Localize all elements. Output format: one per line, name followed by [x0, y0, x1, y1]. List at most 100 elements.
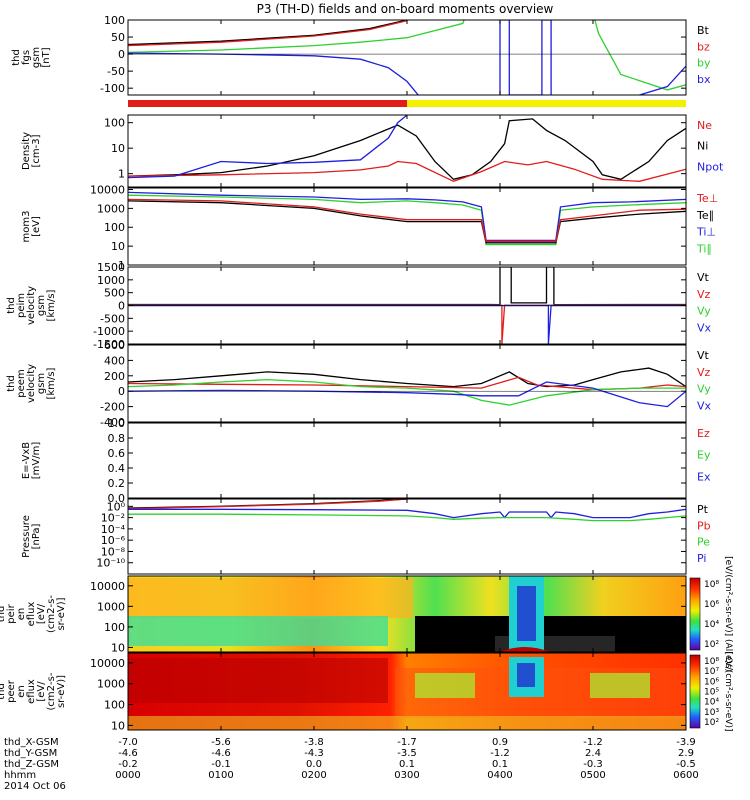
legend-vx: Vx [697, 321, 712, 334]
series-line-bx-3 [639, 65, 686, 95]
footer-value: 0400 [487, 770, 512, 781]
y-tick-label: 100 [104, 699, 125, 712]
footer-value: -3.5 [397, 748, 417, 759]
legend-bz: bz [697, 40, 710, 53]
y-tick-label: -1000 [93, 325, 125, 338]
y-axis-label: en [16, 685, 27, 698]
footer-value: -0.5 [676, 759, 696, 770]
series-group [128, 367, 686, 408]
date-label: 2014 Oct 06 [4, 781, 66, 792]
legend-ti∥: Ti∥ [696, 242, 712, 255]
y-tick-label: 0.2 [108, 477, 126, 490]
y-tick-label: 10⁻⁴ [101, 523, 126, 536]
colorbar-tick-label: 10³ [704, 708, 719, 718]
colorbar-label: [eV/(cm²-s-sr-eV)] (All Qs) [723, 556, 733, 672]
y-tick-label: 1000 [97, 202, 125, 215]
colorbar-tick-label: 10⁸ [704, 657, 719, 667]
y-tick-label: 1000 [97, 600, 125, 613]
y-tick-label: 50 [111, 31, 125, 44]
footer-value: -4.3 [304, 748, 324, 759]
panel-8: 10⁸ 10⁶ 10⁴ 10² [eV/(cm²-s-sr-eV)] (All Qs) 1… [0, 556, 733, 672]
footer-value: 2.9 [678, 748, 694, 759]
footer-value: 0100 [208, 770, 233, 781]
series-line-vz [128, 304, 686, 344]
series-line-pb [128, 499, 408, 510]
footer-value: -5.6 [211, 737, 231, 748]
y-tick-label: 0.6 [108, 447, 126, 460]
series-line-ni [128, 118, 686, 181]
colorbar-tick-label: 10⁵ [704, 688, 719, 698]
y-axis-label: mom3 [21, 211, 32, 243]
series-group [128, 267, 686, 344]
y-axis-label: [km/s] [46, 367, 57, 399]
footer-value: 0500 [580, 770, 605, 781]
panel-5: Vt Vz Vy Vx 600 400 200 0 -200 -400 thd peem velocit… [6, 339, 712, 429]
y-tick-label: 1.0 [108, 417, 126, 430]
y-tick-label: 1 [118, 168, 125, 181]
y-tick-label: 0.8 [108, 432, 126, 445]
y-tick-label: 10 [111, 240, 125, 253]
y-tick-label: 0 [118, 300, 125, 313]
series-line-pi [128, 508, 686, 519]
series-line-ti⊥ [128, 191, 686, 242]
y-tick-label: 10⁻² [101, 512, 125, 525]
legend-ex: Ex [697, 470, 711, 483]
y-tick-label: -500 [100, 312, 125, 325]
y-axis-label: thd [0, 683, 7, 700]
y-axis-label: thd [6, 375, 17, 392]
y-axis-label: [nT] [41, 47, 52, 67]
footer-value: -1.2 [490, 748, 510, 759]
footer-value: 0200 [301, 770, 326, 781]
colorbar-tick-label: 10⁶ [704, 600, 719, 610]
legend-te⊥: Te⊥ [696, 192, 718, 205]
series-line-bt [128, 20, 408, 46]
legend-vy: Vy [697, 305, 711, 318]
series-group [128, 20, 686, 95]
legend-vt: Vt [697, 349, 710, 362]
y-axis-label: thd [11, 49, 22, 66]
footer-value: 2.4 [585, 748, 601, 759]
footer-value: -4.6 [118, 748, 138, 759]
y-tick-label: 10⁻⁶ [101, 534, 126, 547]
panel-1: Bt bz by bx 100 50 0 -50 -100 thd fgs gsm [nT] [11, 14, 711, 96]
y-axis-label: sr-eV)] [56, 597, 67, 630]
y-axis-label: E=-VxB [21, 442, 32, 479]
y-axis-label: thd [6, 297, 17, 314]
colorbar-tick-label: 10⁴ [704, 698, 719, 708]
panel-2: Ne Ni Npot 100 10 1 Density [cm-3] [21, 114, 724, 188]
y-tick-label: -100 [100, 82, 125, 95]
spectrogram-band [517, 663, 535, 687]
colorbar-tick-label: 10² [704, 640, 719, 650]
y-tick-label: -200 [100, 401, 125, 414]
mode-bar-segment [407, 100, 686, 107]
y-axis-label: velocity [26, 286, 37, 325]
spectrogram [128, 653, 686, 730]
footer-value: 0600 [673, 770, 698, 781]
series-group [128, 191, 686, 246]
y-tick-label: 1 [118, 259, 125, 272]
y-tick-label: 10000 [90, 580, 125, 593]
y-tick-label: 10 [111, 142, 125, 155]
series-group [128, 499, 686, 522]
legend-ey: Ey [697, 449, 711, 462]
y-tick-label: -1500 [93, 338, 125, 351]
panel-frame [127, 422, 687, 499]
y-axis-label: [km/s] [46, 289, 57, 321]
spectrogram-band [128, 616, 388, 646]
spectrogram-band [415, 616, 686, 652]
series-line-te⊥ [128, 198, 686, 242]
footer-value: -3.9 [676, 737, 696, 748]
y-axis-label: fgs [21, 50, 32, 65]
y-tick-label: 10⁻¹⁰ [96, 557, 125, 570]
footer-value: -0.2 [118, 759, 138, 770]
colorbar [689, 577, 701, 651]
spectrogram-band [128, 578, 413, 618]
legend-ni: Ni [697, 140, 708, 153]
colorbar-tick-label: 10⁸ [704, 580, 719, 590]
series-line-bz [128, 20, 409, 47]
y-tick-label: 100 [104, 14, 125, 27]
footer-row-label: thd_X-GSM [4, 737, 59, 748]
